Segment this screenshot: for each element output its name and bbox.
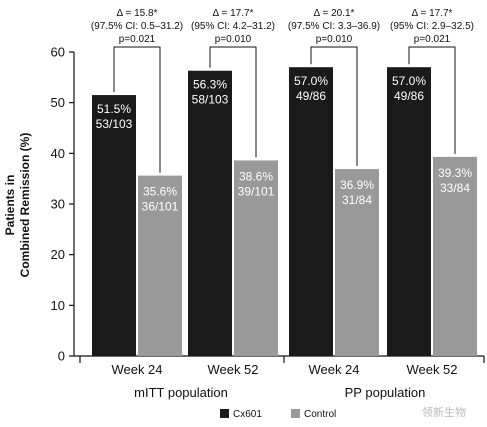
y-tick-label: 40 xyxy=(51,146,65,161)
bar-control xyxy=(433,156,477,356)
y-tick-label: 30 xyxy=(51,197,65,212)
bar-count-label-cx601: 49/86 xyxy=(394,89,424,103)
delta-annotation: Δ = 20.1* xyxy=(314,8,355,19)
x-category-label: Week 52 xyxy=(406,362,457,377)
legend: Cx601 Control xyxy=(220,409,336,420)
bar-value-label-control: 38.6% xyxy=(239,169,273,183)
comparison-bracket xyxy=(408,46,456,154)
bar-cx601 xyxy=(289,67,333,356)
y-tick-label: 50 xyxy=(51,95,65,110)
ci-annotation: (95% CI: 2.9–32.5) xyxy=(390,21,474,32)
bar-value-label-control: 36.9% xyxy=(340,178,374,192)
p-value-annotation: p=0.021 xyxy=(414,34,451,45)
x-group-label: mITT population xyxy=(134,385,228,400)
bar-count-label-control: 31/84 xyxy=(342,193,372,207)
ci-annotation: (95% CI: 4.2–31.2) xyxy=(191,21,275,32)
p-value-annotation: p=0.010 xyxy=(316,34,353,45)
x-category-label: Week 52 xyxy=(207,362,258,377)
bar-count-label-control: 33/84 xyxy=(440,181,470,195)
comparison-bracket xyxy=(113,46,161,173)
ci-annotation: (97.5% CI: 3.3–36.9) xyxy=(288,21,380,32)
bar-control xyxy=(234,160,278,356)
x-category-label: Week 24 xyxy=(308,362,359,377)
p-value-annotation: p=0.021 xyxy=(119,34,156,45)
bar-value-label-cx601: 56.3% xyxy=(193,78,227,92)
legend-item-control-label: Control xyxy=(304,409,336,420)
bar-count-label-cx601: 49/86 xyxy=(296,89,326,103)
comparison-bracket xyxy=(310,46,358,167)
bar-count-label-control: 39/101 xyxy=(238,184,275,198)
y-axis-title-line2: Combined Remission (%) xyxy=(18,133,32,278)
bar-cx601 xyxy=(92,95,136,357)
bar-control xyxy=(138,175,182,356)
y-axis-title-line1: Patients in xyxy=(3,175,17,236)
bar-count-label-control: 36/101 xyxy=(142,200,179,214)
delta-annotation: Δ = 17.7* xyxy=(412,8,453,19)
bar-value-label-cx601: 51.5% xyxy=(97,102,131,116)
x-category-label: Week 24 xyxy=(111,362,162,377)
y-tick-label: 20 xyxy=(51,247,65,262)
legend-item-cx601-swatch xyxy=(220,409,229,418)
y-tick-label: 10 xyxy=(51,298,65,313)
bar-count-label-cx601: 58/103 xyxy=(192,93,229,107)
p-value-annotation: p=0.010 xyxy=(215,34,252,45)
bar-control xyxy=(335,169,379,356)
bar-value-label-cx601: 57.0% xyxy=(392,74,426,88)
bar-cx601 xyxy=(188,70,232,356)
bar-cx601 xyxy=(387,67,431,356)
plot-area: 0 10 20 30 40 50 60 51.5%53/103 35.6%36/101 Δ = 1… xyxy=(51,8,485,400)
bar-value-label-control: 39.3% xyxy=(438,166,472,180)
ci-annotation: (97.5% CI: 0.5–31.2) xyxy=(91,21,183,32)
watermark: 领新生物 xyxy=(422,405,466,419)
y-tick-label: 0 xyxy=(58,349,65,364)
legend-item-cx601-label: Cx601 xyxy=(233,409,262,420)
legend-item-control-swatch xyxy=(291,409,300,418)
y-tick-label: 60 xyxy=(51,45,65,60)
bar-value-label-control: 35.6% xyxy=(143,185,177,199)
bar-count-label-cx601: 53/103 xyxy=(96,117,133,131)
delta-annotation: Δ = 15.8* xyxy=(117,8,158,19)
y-axis-title: Patients in Combined Remission (%) xyxy=(3,133,32,278)
comparison-bracket xyxy=(209,46,257,158)
x-group-label: PP population xyxy=(345,385,426,400)
bar-value-label-cx601: 57.0% xyxy=(294,74,328,88)
delta-annotation: Δ = 17.7* xyxy=(213,8,254,19)
